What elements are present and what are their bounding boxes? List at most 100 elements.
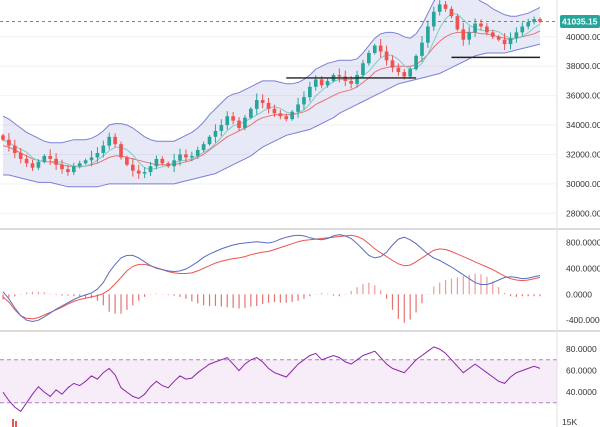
candle-body — [343, 76, 348, 81]
macd-histogram-bar — [108, 294, 110, 312]
macd-histogram-bar — [90, 294, 93, 299]
macd-histogram-bar — [191, 294, 193, 302]
price-tick-label: 28000.00 — [566, 208, 600, 218]
candle-body — [302, 97, 306, 105]
candle-body — [278, 113, 283, 117]
macd-histogram-bar — [55, 294, 57, 295]
macd-histogram-bar — [179, 294, 181, 297]
candle-body — [130, 164, 135, 171]
macd-histogram-bar — [450, 278, 453, 295]
macd-histogram-bar — [415, 294, 417, 313]
macd-histogram-bar — [67, 294, 69, 296]
candle-body — [225, 116, 230, 126]
macd-histogram-bar — [444, 280, 447, 295]
candle-body — [408, 69, 413, 77]
candle-body — [514, 32, 519, 39]
candle-body — [349, 80, 353, 84]
macd-panel[interactable]: 800.0000 400.0000 0.0000 -400.0000 — [2, 234, 600, 326]
macd-histogram-bar — [73, 294, 75, 297]
candle-body — [190, 155, 194, 158]
candle-body — [378, 45, 383, 52]
macd-histogram-bar — [102, 294, 104, 306]
candle-body — [296, 104, 300, 112]
macd-histogram-bar — [250, 294, 252, 307]
macd-histogram-bar — [486, 276, 488, 295]
macd-line — [2, 234, 541, 323]
candle-body — [48, 155, 53, 159]
candle-body — [83, 160, 88, 164]
candle-body — [396, 67, 401, 73]
price-tick-label: 40000.00 — [566, 32, 600, 42]
macd-histogram-bar — [267, 294, 270, 303]
macd-histogram-bar — [427, 294, 429, 295]
macd-histogram-bar — [138, 294, 140, 301]
last-price-tag: 41035.15 — [560, 15, 600, 28]
macd-tick-label: -400.0000 — [566, 315, 600, 325]
candle-body — [532, 19, 536, 23]
candle-body — [136, 170, 141, 174]
macd-histogram-bar — [132, 294, 134, 306]
macd-tick-label: 0.0000 — [566, 289, 592, 299]
macd-histogram-bar — [114, 294, 116, 314]
macd-histogram-bar — [338, 294, 340, 297]
price-panel[interactable]: 28000.00 30000.00 32000.00 34000.00 36000.00… — [0, 0, 600, 218]
candle-body — [195, 150, 200, 156]
macd-histogram-bar — [374, 285, 376, 295]
macd-histogram-bar — [31, 291, 34, 295]
macd-histogram-bar — [2, 294, 4, 300]
macd-histogram-bar — [515, 294, 517, 297]
macd-histogram-bar — [161, 294, 163, 295]
volume-axis-label: 15K — [562, 417, 577, 427]
candle-body — [172, 160, 176, 167]
bollinger-upper-line — [2, 0, 541, 144]
macd-histogram-bar — [503, 292, 506, 295]
candle-body — [337, 75, 342, 77]
candle-body — [325, 80, 330, 86]
last-price-tag-bg — [560, 15, 600, 28]
macd-histogram-bar — [509, 294, 512, 297]
candle-body — [520, 26, 525, 33]
macd-histogram-bar — [226, 294, 228, 308]
macd-histogram-bar — [521, 294, 523, 297]
macd-histogram-bar — [421, 294, 423, 304]
candle-body — [443, 4, 448, 9]
macd-histogram-bar — [167, 294, 169, 295]
rsi-tick-label: 60.0000 — [566, 366, 597, 376]
candle-body — [319, 79, 324, 86]
macd-histogram-bar — [273, 294, 276, 303]
macd-tick-label: 800.0000 — [566, 237, 600, 247]
macd-histogram-bar — [539, 294, 541, 297]
candle-body — [508, 38, 513, 45]
candle-body — [355, 75, 359, 84]
macd-histogram-bar — [309, 294, 311, 297]
macd-histogram-bar — [332, 294, 335, 296]
volume-bar — [12, 419, 14, 427]
candle-body — [1, 135, 5, 140]
macd-histogram-bar — [85, 294, 87, 298]
macd-histogram-bar — [26, 292, 28, 295]
candle-body — [71, 166, 76, 173]
candle-body — [308, 86, 312, 98]
candle-body — [431, 11, 436, 27]
candle-body — [60, 164, 64, 170]
price-tick-label: 32000.00 — [566, 149, 600, 159]
macd-histogram-bar — [303, 294, 305, 299]
macd-histogram-bar — [297, 294, 299, 301]
macd-histogram-bar — [291, 294, 293, 303]
macd-histogram-bar — [49, 293, 51, 295]
candle-body — [95, 152, 100, 158]
macd-histogram-bar — [468, 274, 470, 295]
candle-body — [77, 163, 82, 167]
candle-body — [284, 116, 289, 120]
rsi-panel[interactable]: 80.0000 60.0000 40.0000 — [0, 344, 597, 413]
macd-histogram-bar — [144, 294, 146, 297]
candle-body — [243, 117, 247, 128]
candle-body — [24, 158, 29, 164]
macd-histogram-bar — [203, 294, 205, 306]
candle-body — [166, 163, 171, 167]
macd-histogram-bar — [155, 293, 158, 295]
candle-body — [201, 144, 206, 151]
price-tick-label: 36000.00 — [566, 91, 600, 101]
macd-histogram-bar — [256, 294, 258, 306]
